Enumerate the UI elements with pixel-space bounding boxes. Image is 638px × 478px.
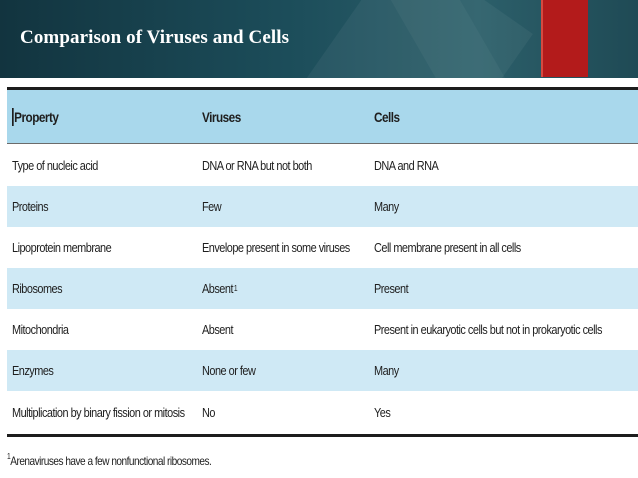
cell-viruses: No <box>202 405 215 420</box>
cell-property: Lipoprotein membrane <box>12 240 112 255</box>
cell-viruses-text: Absent <box>202 281 233 296</box>
slide-header: Comparison of Viruses and Cells <box>0 0 638 78</box>
table-row: Ribosomes Absent 1 Present <box>7 268 638 309</box>
footnote-marker: 1 <box>233 284 238 293</box>
header-cells: Cells <box>374 108 400 125</box>
footnote-text: Arenaviruses have a few nonfunctional ri… <box>10 454 212 468</box>
cell-viruses: Envelope present in some viruses <box>202 240 350 255</box>
cell-cells: Present in eukaryotic cells but not in p… <box>374 322 602 337</box>
cell-cells: Many <box>374 199 399 214</box>
header-property-label: Property <box>14 108 59 125</box>
slide-title: Comparison of Viruses and Cells <box>20 27 290 48</box>
table-row: Enzymes None or few Many <box>7 350 638 391</box>
cell-property: Type of nucleic acid <box>12 158 98 173</box>
text-cursor <box>12 107 14 126</box>
header-viruses: Viruses <box>202 108 241 125</box>
table-row: Mitochondria Absent Present in eukaryoti… <box>7 309 638 350</box>
cell-viruses: Few <box>202 199 222 214</box>
comparison-table: Property Viruses Cells Type of nucleic a… <box>7 87 638 437</box>
table-row: Type of nucleic acid DNA or RNA but not … <box>7 145 638 186</box>
cell-property: Proteins <box>12 199 49 214</box>
table-row: Lipoprotein membrane Envelope present in… <box>7 227 638 268</box>
cell-property: Mitochondria <box>12 322 69 337</box>
table-row: Multiplication by binary fission or mito… <box>7 391 638 437</box>
cell-cells: Cell membrane present in all cells <box>374 240 521 255</box>
cell-cells: Yes <box>374 405 391 420</box>
table-header-row: Property Viruses Cells <box>7 90 638 144</box>
cell-viruses: Absent 1 <box>202 268 238 309</box>
footnote-number: 1 <box>7 452 11 461</box>
cell-cells: Many <box>374 363 399 378</box>
table-top-rule <box>7 87 638 90</box>
cell-viruses: Absent <box>202 322 233 337</box>
cell-property: Enzymes <box>12 363 54 378</box>
cell-cells: DNA and RNA <box>374 158 439 173</box>
table-footnote: 1Arenaviruses have a few nonfunctional r… <box>7 452 212 468</box>
red-accent-block <box>541 0 588 77</box>
cell-cells: Present <box>374 281 409 296</box>
cell-property: Ribosomes <box>12 281 63 296</box>
cell-viruses: None or few <box>202 363 256 378</box>
cell-property: Multiplication by binary fission or mito… <box>12 405 185 420</box>
cell-viruses: DNA or RNA but not both <box>202 158 312 173</box>
header-property: Property <box>12 90 59 143</box>
table-row: Proteins Few Many <box>7 186 638 227</box>
